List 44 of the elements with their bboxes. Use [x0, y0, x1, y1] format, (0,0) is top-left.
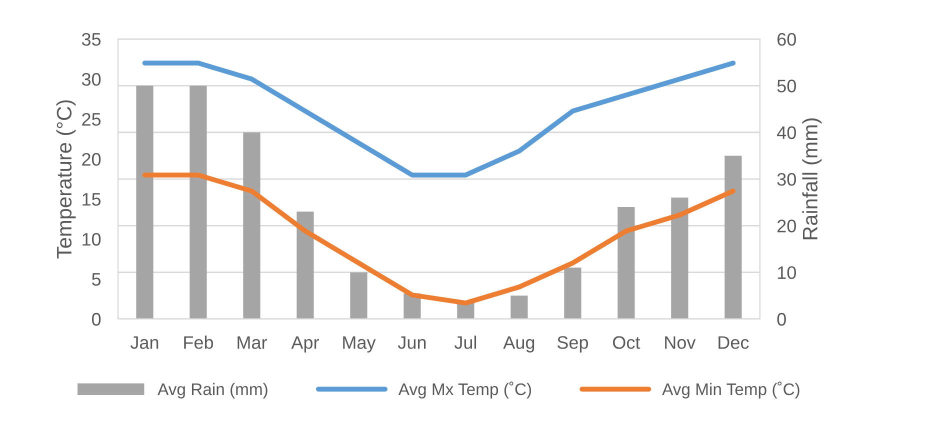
y2-tick-label: 30: [777, 172, 796, 186]
y2-tick-label: 40: [777, 126, 796, 140]
y-tick-label: 10: [82, 232, 101, 246]
bar: [190, 86, 207, 319]
bar: [510, 296, 528, 319]
x-tick-label: May: [343, 336, 376, 352]
x-tick-label: Aug: [503, 336, 534, 352]
y2-axis-title: Rainfall (mm): [802, 118, 822, 240]
x-tick-label: Jul: [454, 336, 476, 349]
y2-tick-label: 20: [777, 220, 796, 232]
y-tick-label: 5: [92, 273, 101, 286]
x-tick-label: Feb: [184, 336, 214, 349]
line-series: [142, 60, 736, 178]
x-tick-label: Sep: [557, 336, 588, 352]
y-tick-label: 0: [92, 312, 101, 326]
legend-label: Avg Rain (mm): [158, 382, 268, 398]
bar: [671, 198, 688, 319]
legend-label: Avg Min Temp (˚C): [662, 382, 800, 398]
bar: [618, 207, 635, 319]
x-tick-label: Apr: [291, 336, 319, 352]
legend-label: Avg Mx Temp (˚C): [398, 382, 532, 398]
y-tick-label: 25: [82, 112, 101, 126]
y2-tick-label: 10: [778, 266, 796, 280]
bar: [564, 268, 582, 319]
bar: [243, 132, 260, 319]
bar: [350, 272, 368, 319]
bar: [724, 156, 742, 319]
y-axis-title: Temperature (°C): [56, 100, 76, 259]
x-tick-label: Jun: [398, 336, 426, 349]
y-tick-label: 35: [82, 32, 101, 46]
x-tick-label: Dec: [718, 336, 749, 349]
y-tick-label: 15: [82, 193, 101, 206]
bar: [296, 212, 314, 319]
y-tick-label: 30: [82, 72, 101, 86]
x-tick-label: Jan: [130, 336, 158, 349]
x-tick-label: Nov: [665, 336, 696, 349]
x-tick-label: Oct: [613, 336, 640, 349]
line-series: [142, 172, 736, 306]
y2-tick-label: 60: [778, 32, 796, 46]
bar: [136, 86, 154, 319]
y2-tick-label: 50: [777, 80, 796, 92]
x-tick-label: Mar: [238, 336, 267, 349]
y2-tick-label: 0: [777, 312, 786, 326]
y-tick-label: 20: [82, 152, 101, 166]
